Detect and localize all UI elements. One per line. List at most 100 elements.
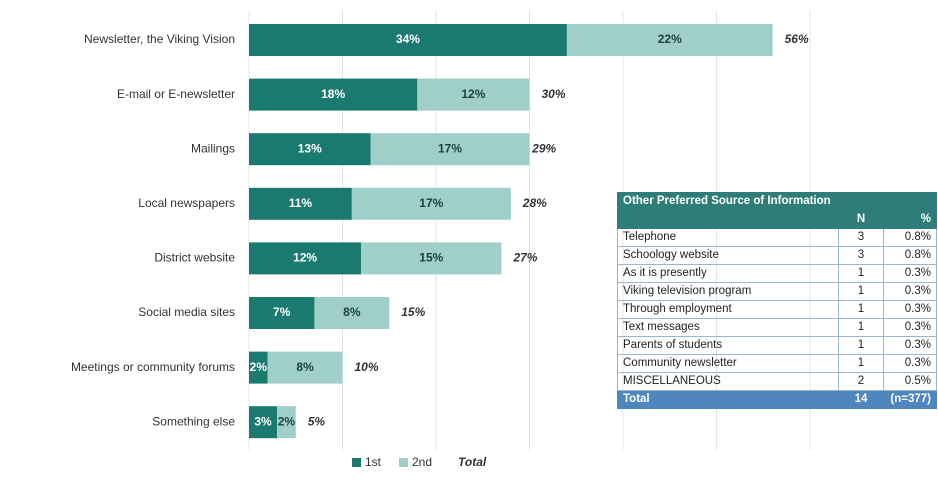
table-cell: Through employment — [617, 300, 839, 319]
bar-segment — [361, 242, 502, 275]
value-label: 18% — [321, 87, 345, 101]
bar-segment — [249, 133, 371, 166]
table-cell: 0.8% — [883, 228, 937, 247]
table-cell: 0.3% — [883, 336, 937, 355]
table-cell: % — [883, 210, 937, 229]
table-cell: 1 — [838, 318, 884, 337]
table-row: Telephone 3 0.8% — [617, 228, 937, 247]
table-cell: MISCELLANEOUS — [617, 372, 839, 391]
value-label: 8% — [296, 360, 314, 374]
bar-segment — [249, 406, 278, 439]
table-cell: 1 — [838, 336, 884, 355]
category-label: Meetings or community forums — [71, 360, 235, 374]
table-row: Through employment 1 0.3% — [617, 300, 937, 319]
bar-segment — [314, 297, 390, 329]
table-cell: Schoology website — [617, 246, 839, 265]
table-cell: Other Preferred Source of Information — [617, 192, 937, 211]
bar-segment — [351, 187, 511, 220]
legend-swatch — [352, 458, 361, 467]
legend-label: 1st — [365, 455, 382, 469]
value-label: 3% — [254, 414, 272, 428]
value-label: 17% — [438, 141, 462, 155]
value-label: 22% — [658, 32, 682, 46]
table-row: N% — [617, 210, 937, 229]
table-row: Other Preferred Source of Information — [617, 192, 937, 211]
category-label: Mailings — [191, 141, 235, 155]
other-sources-table: Other Preferred Source of Information N% T… — [617, 192, 937, 409]
table-cell: 3 — [838, 246, 884, 265]
table-cell: 0.8% — [883, 246, 937, 265]
table-cell: 2 — [838, 372, 884, 391]
table-cell: (n=377) — [883, 390, 937, 409]
bar-segment — [417, 78, 530, 111]
category-label: Social media sites — [138, 305, 235, 319]
value-label: 34% — [396, 32, 420, 46]
table-cell: 0.3% — [883, 354, 937, 373]
total-label: 56% — [785, 32, 809, 46]
table-cell: 0.3% — [883, 318, 937, 337]
table-cell: 14 — [838, 390, 884, 409]
legend-swatch — [399, 458, 408, 467]
total-label: 30% — [542, 87, 566, 101]
category-label: E-mail or E-newsletter — [117, 87, 235, 101]
bar-segment — [249, 24, 567, 56]
table-row: As it is presently 1 0.3% — [617, 264, 937, 283]
bar-segment — [249, 242, 362, 275]
table-cell: 1 — [838, 282, 884, 301]
table-cell: Community newsletter — [617, 354, 839, 373]
table-cell: 1 — [838, 300, 884, 319]
table-row: Viking television program 1 0.3% — [617, 282, 937, 301]
bar-segment — [249, 187, 352, 220]
total-label: 5% — [308, 414, 326, 428]
legend-label: 2nd — [412, 455, 432, 469]
bar-segment — [249, 351, 268, 384]
table-cell: 0.3% — [883, 282, 937, 301]
table-row: MISCELLANEOUS 2 0.5% — [617, 372, 937, 391]
table-cell: Total — [617, 390, 839, 409]
total-label: 27% — [512, 251, 537, 265]
table-cell: 0.5% — [883, 372, 937, 391]
bar-segment — [249, 297, 315, 329]
table-cell: 1 — [838, 264, 884, 283]
legend-label: Total — [458, 455, 487, 469]
category-label: Something else — [152, 414, 235, 428]
table-cell: 3 — [838, 228, 884, 247]
table-cell: Text messages — [617, 318, 839, 337]
value-label: 2% — [278, 414, 296, 428]
value-label: 13% — [298, 141, 322, 155]
value-label: 12% — [461, 87, 485, 101]
value-label: 15% — [419, 251, 443, 265]
table-cell: 0.3% — [883, 264, 937, 283]
table-cell: As it is presently — [617, 264, 839, 283]
total-label: 15% — [401, 305, 425, 319]
table-cell: 1 — [838, 354, 884, 373]
category-label: Newsletter, the Viking Vision — [84, 32, 235, 46]
bar-segment — [370, 133, 530, 166]
table-cell: N — [838, 210, 884, 229]
value-label: 7% — [273, 305, 291, 319]
table-row: Community newsletter 1 0.3% — [617, 354, 937, 373]
table-row: Text messages 1 0.3% — [617, 318, 937, 337]
table-cell: 0.3% — [883, 300, 937, 319]
total-label: 28% — [522, 196, 547, 210]
bar-segment — [249, 78, 418, 111]
total-label: 10% — [355, 360, 379, 374]
value-label: 11% — [289, 196, 313, 210]
table-cell: Telephone — [617, 228, 839, 247]
value-label: 2% — [250, 360, 268, 374]
total-label: 29% — [531, 141, 556, 155]
value-label: 8% — [343, 305, 361, 319]
value-label: 17% — [419, 196, 443, 210]
value-label: 12% — [293, 251, 317, 265]
table-cell: Parents of students — [617, 336, 839, 355]
table-row: Parents of students 1 0.3% — [617, 336, 937, 355]
table-row: Schoology website 3 0.8% — [617, 246, 937, 265]
table-cell — [617, 210, 839, 229]
table-cell: Viking television program — [617, 282, 839, 301]
category-label: Local newspapers — [138, 196, 235, 210]
bar-segment — [566, 24, 773, 56]
table-row: Total 14 (n=377) — [617, 390, 937, 409]
bar-segment — [267, 351, 343, 384]
